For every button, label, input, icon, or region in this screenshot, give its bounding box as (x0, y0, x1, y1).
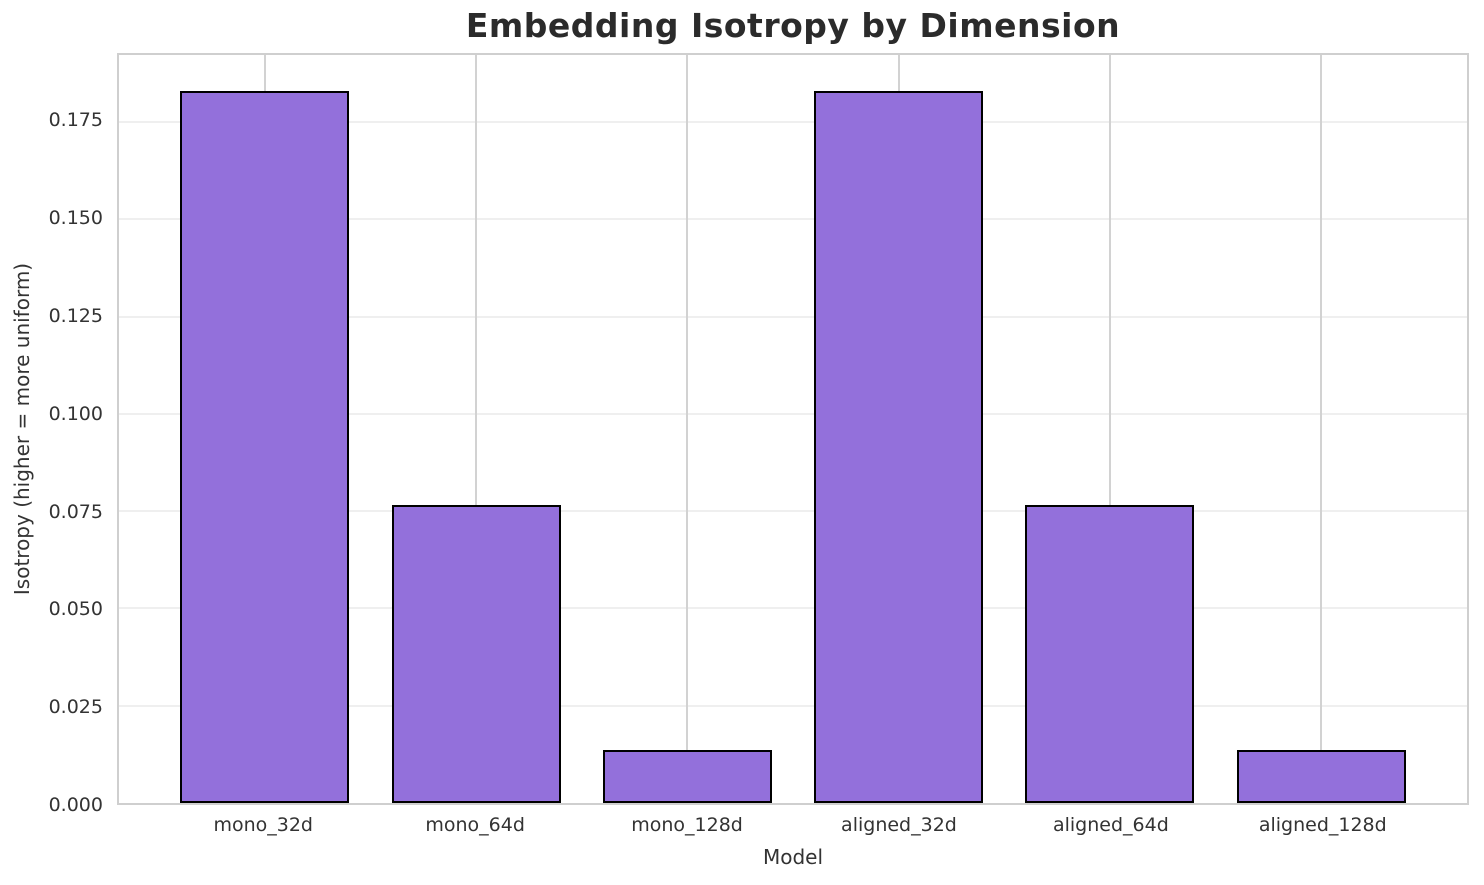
chart-title: Embedding Isotropy by Dimension (465, 6, 1121, 45)
bar-aligned_128d (1236, 750, 1406, 803)
x-tick-label-mono_64d: mono_64d (425, 814, 525, 836)
gridline-vertical (1320, 55, 1323, 803)
bar-mono_64d (391, 505, 561, 803)
x-tick-label-aligned_32d: aligned_32d (841, 814, 957, 836)
gridline-horizontal (119, 218, 1467, 221)
x-tick-label-aligned_64d: aligned_64d (1052, 814, 1169, 836)
gridline-horizontal (119, 704, 1467, 707)
gridline-vertical (1108, 55, 1111, 803)
gridline-horizontal (119, 315, 1467, 318)
x-tick-label-mono_32d: mono_32d (213, 814, 313, 836)
y-tick-label: 0.000 (48, 794, 103, 816)
y-tick-label: 0.075 (48, 500, 103, 523)
y-tick-label: 0.050 (48, 598, 103, 621)
x-tick-label-aligned_128d: aligned_128d (1258, 814, 1387, 836)
y-tick-label: 0.175 (48, 109, 103, 132)
gridline-horizontal (119, 412, 1467, 415)
y-tick-label: 0.025 (48, 696, 103, 719)
gridline-vertical (686, 55, 689, 803)
y-tick-label: 0.100 (48, 402, 103, 425)
gridline-horizontal (119, 120, 1467, 123)
y-tick-label: 0.125 (48, 304, 103, 327)
bar-mono_32d (180, 90, 350, 803)
gridline-vertical (475, 55, 478, 803)
y-axis-ticks: 0.000 0.025 0.050 0.075 0.100 0.125 0.150 0.175 (0, 53, 103, 816)
y-tick-label: 0.150 (48, 207, 103, 230)
gridline-horizontal (119, 510, 1467, 513)
plot-area (117, 53, 1469, 805)
bar-mono_128d (602, 750, 772, 803)
x-axis-label: Model (762, 845, 824, 869)
gridline-horizontal (119, 607, 1467, 610)
bar-aligned_64d (1025, 505, 1195, 803)
x-axis-ticks: mono_32d mono_64d mono_128d aligned_32d alig… (117, 814, 1469, 838)
bar-aligned_32d (814, 90, 984, 803)
x-tick-label-mono_128d: mono_128d (631, 814, 743, 836)
